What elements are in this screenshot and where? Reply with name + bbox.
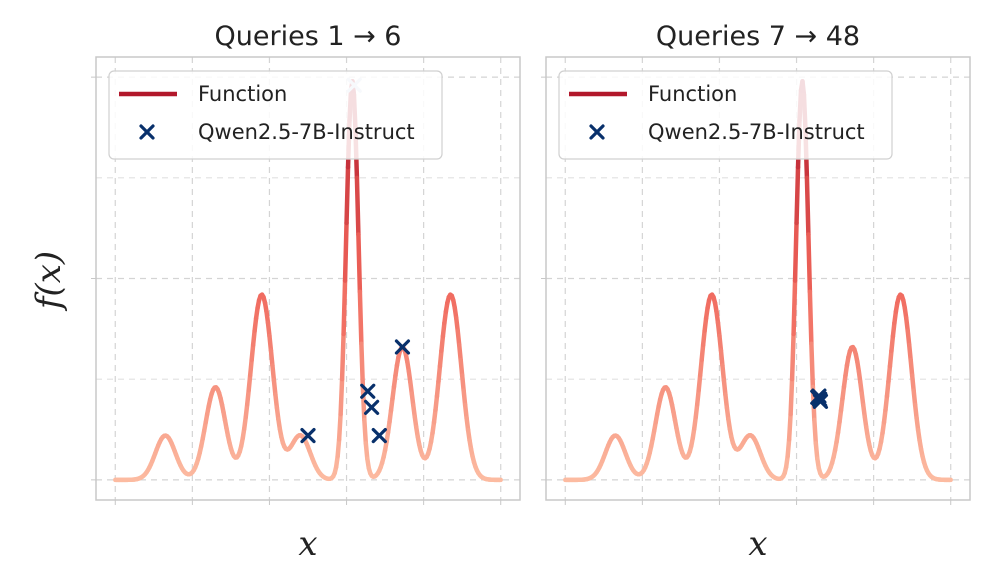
- function-segment: [459, 373, 466, 393]
- query-marker: [364, 399, 380, 415]
- function-segment: [806, 232, 813, 295]
- function-segment: [359, 341, 366, 390]
- function-segment: [456, 342, 463, 363]
- function-segment: [461, 388, 468, 408]
- marker-stroke: [394, 339, 411, 355]
- function-segment: [794, 164, 801, 226]
- function-segment: [721, 377, 728, 397]
- marker-stroke: [811, 388, 827, 404]
- function-segment: [336, 411, 343, 442]
- function-segment: [786, 411, 793, 442]
- function-segment: [785, 437, 792, 459]
- function-segment: [807, 289, 814, 347]
- legend-label-function: Function: [198, 82, 287, 106]
- function-segment: [362, 417, 369, 446]
- function-segment: [268, 348, 275, 368]
- function-segment: [267, 333, 274, 353]
- y-axis-label: f(x): [29, 251, 69, 312]
- function-segment: [720, 363, 727, 383]
- chart-title: Queries 1 → 6: [215, 21, 402, 52]
- function-segment: [436, 363, 443, 384]
- marker-stroke: [364, 399, 380, 415]
- panel-queries-7-48: Queries 7 → 48 Function Qwen2.5-7B-Instruc…: [541, 21, 971, 564]
- function-segment: [356, 232, 363, 295]
- function-segment: [357, 289, 364, 347]
- function-segment: [271, 377, 278, 397]
- marker-stroke: [300, 427, 316, 444]
- function-segment: [788, 376, 795, 417]
- function-segment: [694, 388, 701, 407]
- query-markers: [810, 388, 829, 409]
- function-segment: [697, 357, 704, 378]
- legend-label-model: Qwen2.5-7B-Instruct: [198, 120, 415, 144]
- x-axis-label: x: [298, 524, 317, 564]
- function-segment: [249, 342, 256, 363]
- function-segment: [433, 393, 440, 413]
- function-segment: [344, 164, 351, 226]
- function-segment: [270, 363, 277, 383]
- function-segment: [718, 348, 725, 368]
- function-segment: [341, 278, 348, 337]
- function-segment: [812, 417, 819, 446]
- function-segment: [354, 175, 361, 237]
- function-segment: [887, 348, 894, 369]
- function-segment: [906, 342, 913, 363]
- function-segment: [342, 220, 349, 283]
- query-marker: [811, 388, 827, 404]
- function-segment: [335, 437, 342, 459]
- function-segment: [360, 384, 367, 423]
- query-marker: [371, 427, 387, 444]
- panel-queries-1-6: Queries 1 → 6 Function Qwen2.5-7B-Instruct…: [91, 21, 521, 564]
- marker-stroke: [371, 427, 387, 444]
- function-segment: [246, 373, 253, 393]
- legend: Function Qwen2.5-7B-Instruct: [558, 70, 893, 160]
- function-segment: [886, 363, 893, 384]
- function-segment: [363, 441, 370, 461]
- function-segment: [889, 334, 896, 354]
- function-line: [563, 79, 953, 483]
- function-segment: [250, 328, 257, 348]
- chart-title: Queries 7 → 48: [656, 21, 860, 52]
- function-segment: [789, 331, 796, 382]
- query-marker: [300, 427, 316, 444]
- function-segment: [338, 376, 345, 417]
- legend: Function Qwen2.5-7B-Instruct: [108, 70, 443, 160]
- function-segment: [458, 357, 465, 378]
- x-axis-label: x: [748, 524, 767, 564]
- function-segment: [244, 388, 251, 407]
- legend-label-function: Function: [648, 82, 737, 106]
- query-marker: [394, 339, 411, 355]
- function-segment: [717, 333, 724, 353]
- function-segment: [911, 388, 918, 408]
- function-segment: [439, 334, 446, 354]
- function-segment: [339, 331, 346, 382]
- function-segment: [908, 357, 915, 378]
- function-segment: [437, 348, 444, 369]
- function-segment: [813, 441, 820, 461]
- function-segment: [883, 393, 890, 413]
- function-segment: [434, 379, 441, 399]
- function-segment: [909, 373, 916, 393]
- function-segment: [905, 328, 912, 348]
- function-segment: [809, 341, 816, 390]
- function-segment: [792, 220, 799, 283]
- query-marker: [360, 383, 376, 399]
- legend-marker-swatch: [589, 124, 605, 140]
- function-segment: [884, 379, 891, 399]
- function-segment: [804, 175, 811, 237]
- function-segment: [791, 278, 798, 337]
- marker-stroke: [360, 383, 376, 399]
- function-segment: [247, 357, 254, 378]
- function-segment: [696, 373, 703, 393]
- marker-stroke: [812, 393, 829, 409]
- function-segment: [699, 342, 706, 363]
- legend-frame: [108, 70, 443, 160]
- legend-frame: [558, 70, 893, 160]
- legend-label-model: Qwen2.5-7B-Instruct: [648, 120, 865, 144]
- function-segment: [700, 328, 707, 348]
- legend-marker-swatch: [139, 124, 155, 140]
- function-segment: [455, 328, 462, 348]
